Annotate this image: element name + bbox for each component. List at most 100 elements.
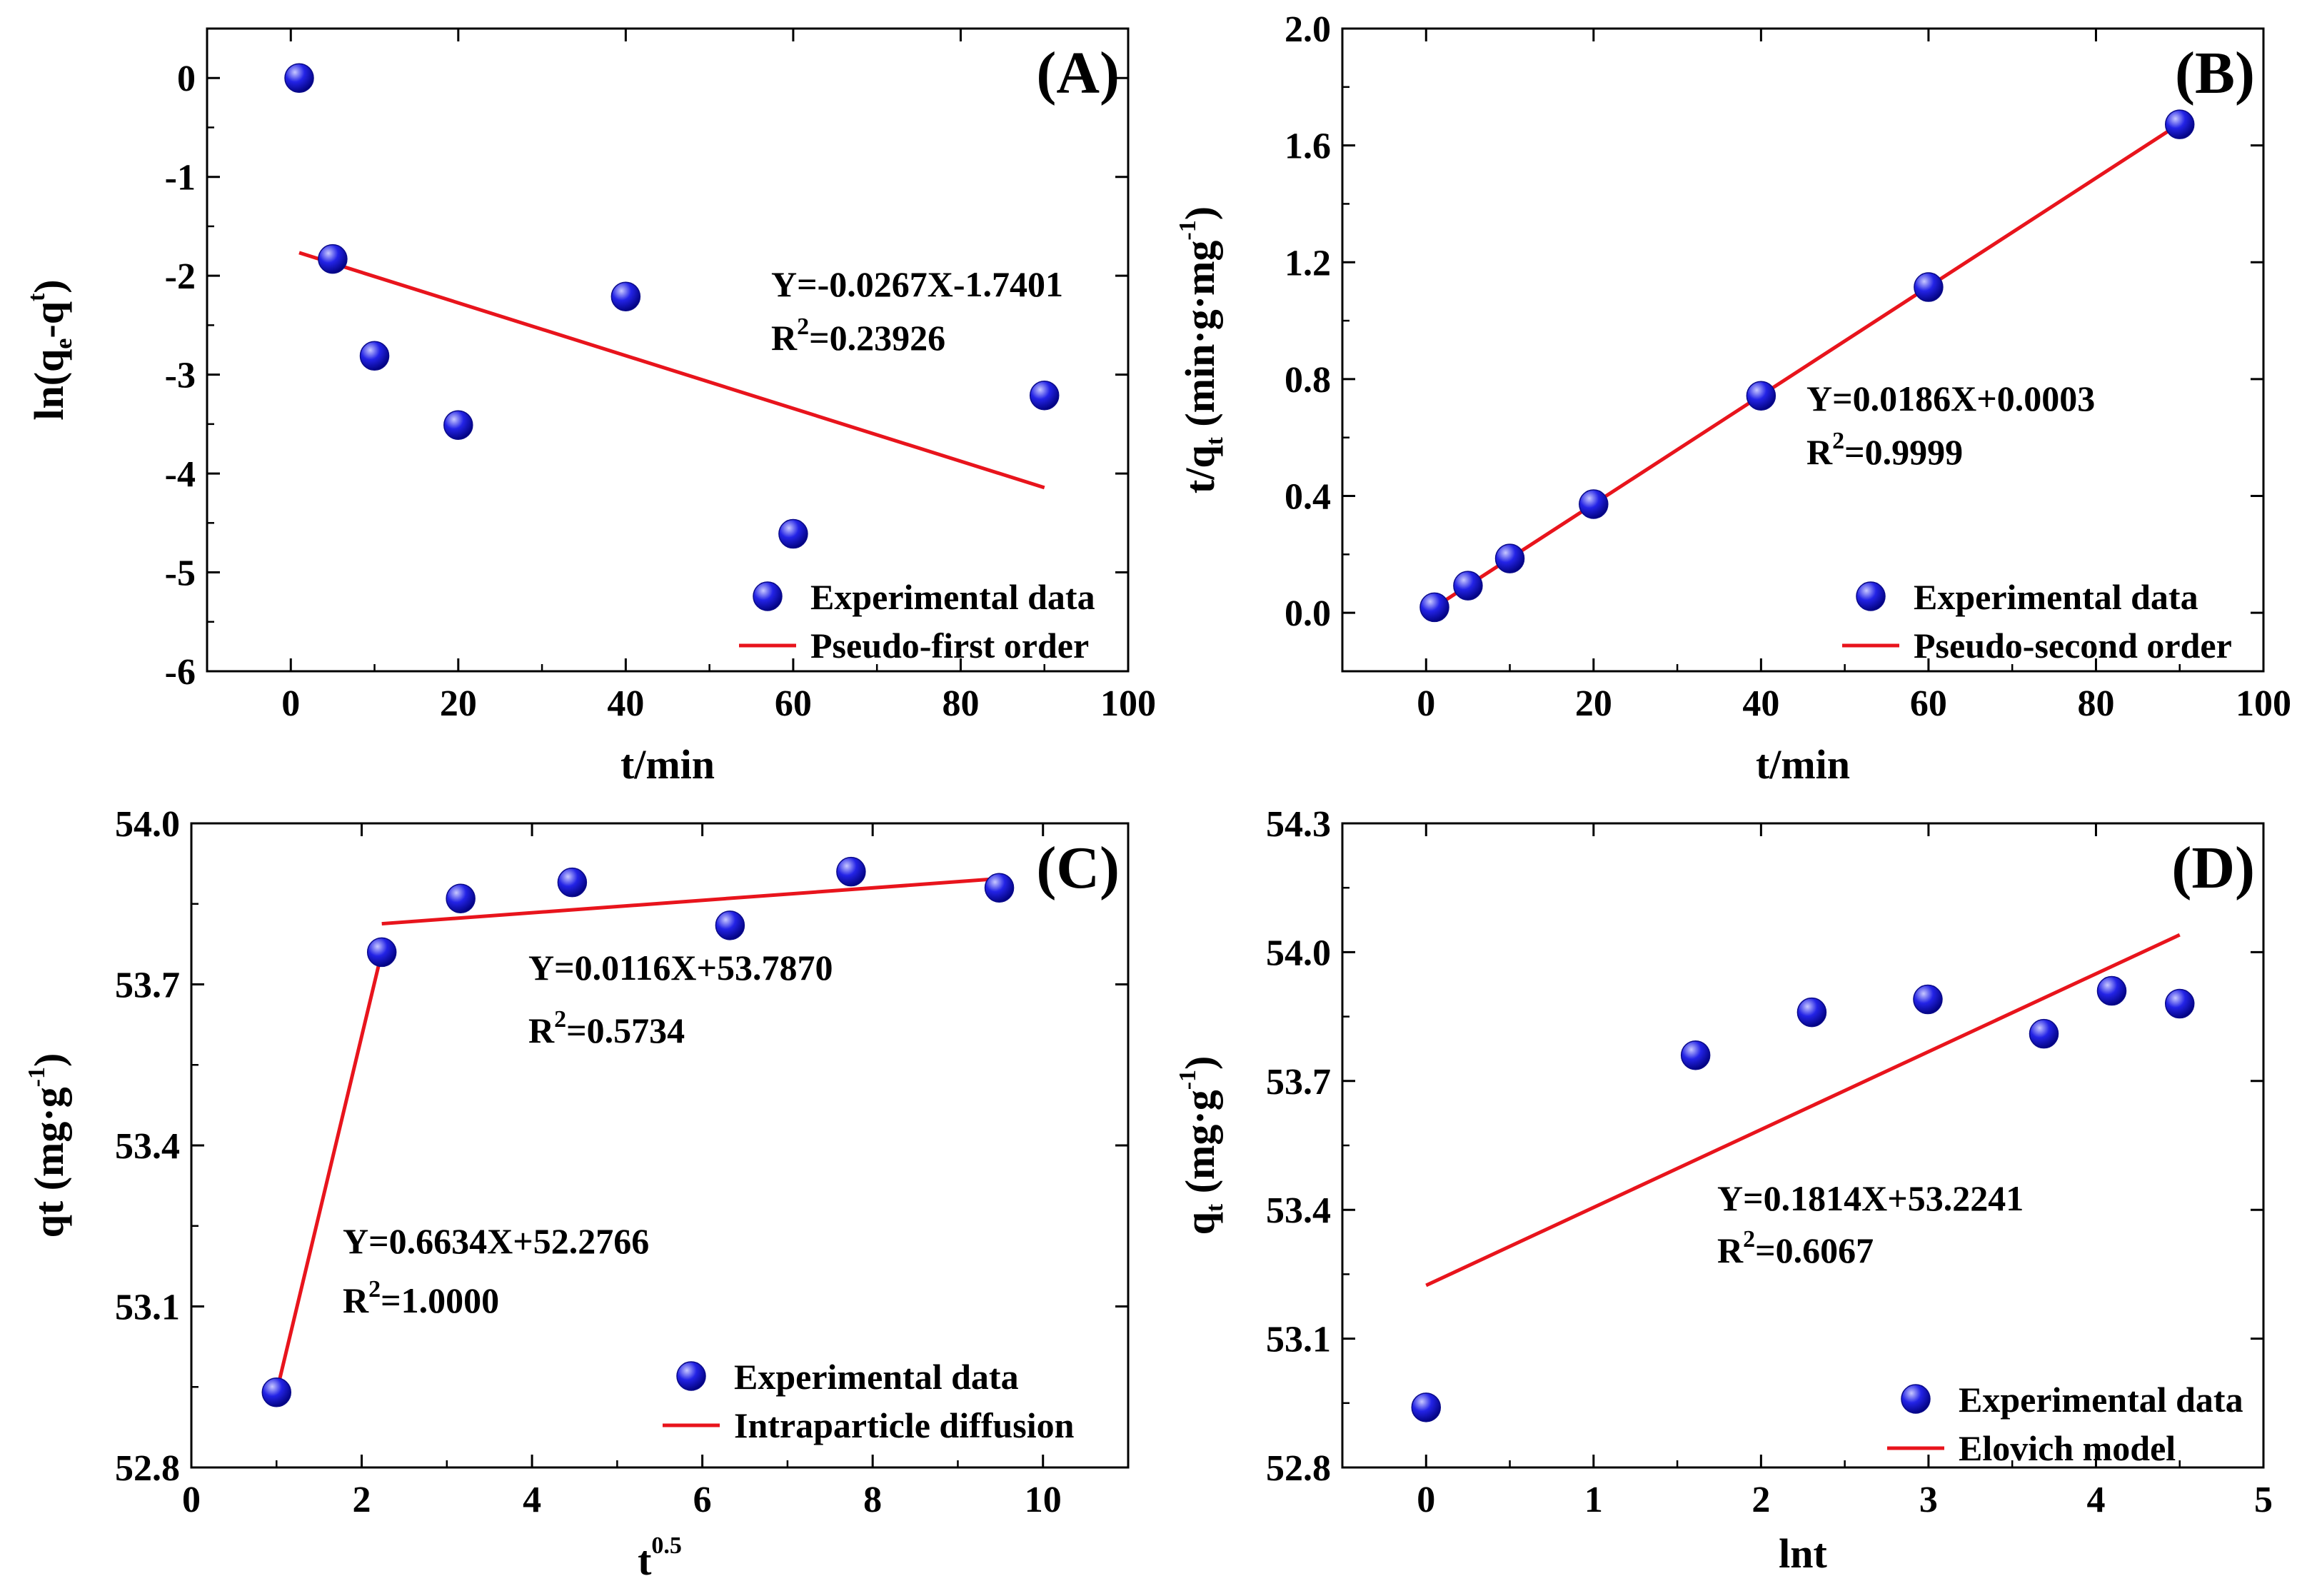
- legend: Experimental data Pseudo-second order: [1842, 577, 2232, 666]
- data-point: [1913, 984, 1943, 1015]
- legend-label: Intraparticle diffusion: [734, 1405, 1075, 1445]
- legend: Experimental data Pseudo-first order: [739, 577, 1095, 666]
- y-tick-label: 53.1: [1266, 1320, 1331, 1360]
- data-point: [984, 873, 1015, 903]
- legend-marker-icon: [753, 581, 783, 611]
- legend-label: Experimental data: [734, 1357, 1019, 1397]
- y-tick-label: 53.1: [115, 1288, 180, 1328]
- plot-frame: [1341, 822, 2265, 1469]
- data-point: [778, 518, 808, 549]
- legend-marker-icon: [676, 1361, 706, 1391]
- fit-equation: Y=-0.0267X-1.7401: [771, 264, 1063, 304]
- x-tick-label: 0: [182, 1480, 201, 1520]
- y-tick-label: -3: [165, 356, 196, 396]
- y-tick-label: 0: [177, 59, 196, 99]
- fit-equation: Y=0.0116X+53.7870: [528, 948, 833, 988]
- y-tick-label: 54.0: [115, 804, 180, 845]
- data-point: [1680, 1040, 1711, 1070]
- data-point: [2096, 975, 2127, 1006]
- legend-marker-icon: [1901, 1384, 1931, 1414]
- fit-equation: Y=0.0186X+0.0003: [1806, 378, 2095, 418]
- y-tick-label: 2.0: [1285, 9, 1331, 50]
- y-tick-label: -6: [165, 652, 196, 693]
- x-axis-label: t/min: [620, 741, 715, 788]
- x-tick-label: 20: [1575, 683, 1612, 724]
- y-tick-label: -4: [165, 454, 196, 495]
- legend-label: Pseudo-second order: [1914, 626, 2232, 666]
- y-tick-label: 53.7: [115, 965, 180, 1006]
- panel-label: (C): [1036, 835, 1120, 901]
- x-tick-label: 1: [1584, 1480, 1603, 1520]
- fit-equation: Y=0.1814X+53.2241: [1717, 1178, 2024, 1218]
- x-tick-label: 40: [1742, 683, 1779, 724]
- y-tick-label: 54.0: [1266, 933, 1331, 973]
- data-point: [1419, 592, 1449, 623]
- y-tick-label: 52.8: [115, 1448, 180, 1489]
- legend-label: Experimental data: [810, 577, 1095, 617]
- y-axis-label: t/qt (min·g·mg-1): [1175, 206, 1228, 493]
- data-point: [1411, 1392, 1442, 1422]
- data-point: [1796, 997, 1827, 1028]
- panel-b: 0 20 40 60 80 100 0.0 0.4 0.8 1.2 1.6 2.0 (B) t/min t/…: [1175, 9, 2291, 788]
- x-tick-label: 4: [2086, 1480, 2105, 1520]
- x-tick-label: 10: [1025, 1480, 1062, 1520]
- x-tick-label: 20: [440, 683, 477, 724]
- fit-equation: Y=0.6634X+52.2766: [343, 1221, 649, 1261]
- data-point: [1746, 381, 1776, 411]
- r-squared: R2=0.9999: [1806, 428, 1963, 472]
- fit-line: [1425, 933, 2181, 1288]
- y-tick-label: 0.8: [1285, 360, 1331, 401]
- data-point: [446, 883, 476, 913]
- x-tick-label: 6: [693, 1480, 712, 1520]
- x-tick-label: 8: [863, 1480, 882, 1520]
- legend-label: Experimental data: [1914, 577, 2198, 617]
- data-point: [2164, 109, 2195, 139]
- panel-label: (A): [1036, 40, 1120, 106]
- legend: Experimental data Intraparticle diffusion: [663, 1357, 1075, 1445]
- r-squared: R2=0.6067: [1717, 1226, 1874, 1270]
- x-tick-label: 0: [1417, 1480, 1435, 1520]
- x-tick-label: 60: [1910, 683, 1947, 724]
- data-point: [2164, 988, 2195, 1019]
- fit-line: [381, 876, 1000, 926]
- data-point: [1579, 489, 1609, 519]
- legend-label: Pseudo-first order: [810, 626, 1089, 666]
- x-tick-label: 40: [607, 683, 644, 724]
- y-tick-label: -1: [165, 158, 196, 199]
- y-axis-label: ln(qe-qt): [24, 279, 77, 420]
- x-axis-label: t/min: [1756, 741, 1850, 788]
- y-tick-label: 53.7: [1266, 1062, 1331, 1103]
- panel-c: 0 2 4 6 8 10 52.8 53.1 53.4 53.7 54.0 (C) t0.5 qt (mg…: [24, 804, 1130, 1584]
- x-axis-label: t0.5: [638, 1532, 682, 1584]
- x-tick-label: 0: [281, 683, 300, 724]
- data-point: [715, 910, 745, 940]
- data-point: [610, 281, 641, 311]
- r-squared: R2=0.23926: [771, 313, 945, 358]
- data-point: [836, 856, 866, 887]
- data-point: [1029, 380, 1060, 411]
- data-point: [1914, 272, 1944, 302]
- data-point: [261, 1377, 292, 1407]
- r-squared: R2=1.0000: [343, 1276, 499, 1320]
- fit-line: [274, 951, 384, 1393]
- x-tick-label: 4: [523, 1480, 541, 1520]
- y-tick-label: -2: [165, 256, 196, 297]
- legend: Experimental data Elovich model: [1887, 1380, 2243, 1468]
- y-tick-label: 54.3: [1266, 804, 1331, 845]
- legend-label: Elovich model: [1959, 1428, 2176, 1468]
- data-point: [366, 937, 397, 968]
- panel-a: 0 20 40 60 80 100 0 -1 -2 -3 -4 -5 -6 (A) t/min ln(qe-q…: [24, 27, 1156, 788]
- fit-line: [1433, 122, 2181, 609]
- x-tick-label: 100: [1100, 683, 1156, 724]
- y-axis-label: qt (mg·g-1): [1175, 1056, 1228, 1235]
- x-tick-label: 3: [1919, 1480, 1938, 1520]
- panel-d: 0 1 2 3 4 5 52.8 53.1 53.4 53.7 54.0 54.3 (D) lnt qt (…: [1175, 804, 2273, 1577]
- plot-frame: [206, 27, 1130, 673]
- x-tick-label: 0: [1417, 683, 1435, 724]
- x-tick-label: 60: [775, 683, 812, 724]
- y-tick-label: 52.8: [1266, 1448, 1331, 1489]
- x-axis-label: lnt: [1779, 1530, 1827, 1577]
- x-tick-label: 2: [1751, 1480, 1770, 1520]
- x-tick-label: 2: [353, 1480, 371, 1520]
